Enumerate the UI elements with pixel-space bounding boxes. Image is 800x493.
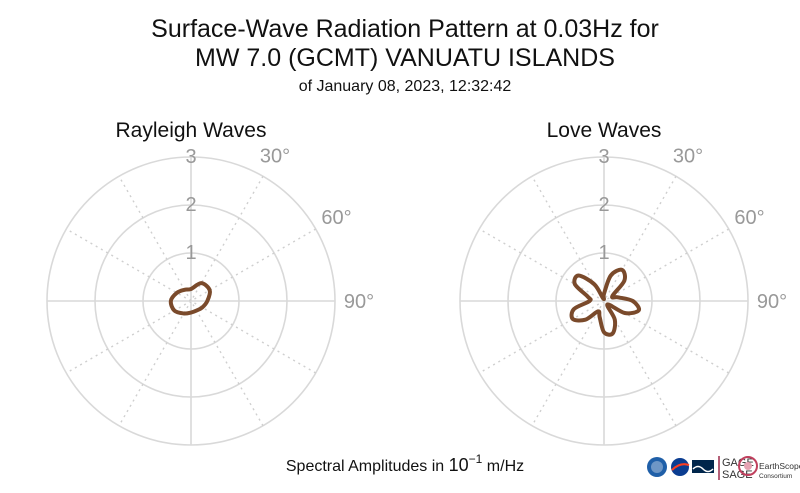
figure-title-line2: MW 7.0 (GCMT) VANUATU ISLANDS	[195, 44, 615, 72]
nasa-logo	[671, 458, 690, 476]
logo-strip: GAGE SAGE EarthScope Consortium	[647, 456, 800, 481]
radial-tick-label: 2	[185, 194, 196, 216]
units-exponent: −1	[469, 452, 483, 466]
radial-tick-label: 3	[185, 146, 196, 168]
nsf-logo	[647, 457, 667, 477]
radial-tick-label: 1	[185, 242, 196, 264]
radial-tick-label: 3	[598, 146, 609, 168]
radial-tick-label: 2	[598, 194, 609, 216]
radiation-pattern-line	[168, 281, 212, 316]
units-unit: m/Hz	[482, 458, 524, 475]
rayleigh-polar-plot: 1 2 3 30° 60° 90°	[46, 146, 374, 446]
figure-title-line1: Surface-Wave Radiation Pattern at 0.03Hz…	[151, 15, 659, 43]
units-prefix: Spectral Amplitudes in	[286, 458, 449, 475]
rayleigh-panel-title: Rayleigh Waves	[116, 119, 267, 142]
radiation-pattern-line	[569, 267, 642, 337]
units-base: 10	[449, 455, 469, 475]
amplitude-units-caption: Spectral Amplitudes in 10−1 m/Hz	[286, 452, 524, 475]
angle-tick-label: 60°	[734, 207, 764, 229]
polar-spoke-150	[118, 175, 264, 427]
earthscope-logo-icon	[738, 456, 758, 476]
earthscope-logo-text: EarthScope	[759, 461, 800, 471]
angle-tick-label: 90°	[344, 291, 374, 313]
earthscope-consortium-text: Consortium	[759, 473, 792, 480]
love-panel-title: Love Waves	[547, 119, 662, 142]
angle-tick-label: 90°	[757, 291, 787, 313]
angle-tick-label: 60°	[321, 207, 351, 229]
sage-logo-text: SAGE	[722, 469, 753, 481]
usgs-logo	[692, 460, 714, 473]
radial-tick-label: 1	[598, 242, 609, 264]
angle-tick-label: 30°	[260, 146, 290, 168]
angle-tick-label: 30°	[673, 146, 703, 168]
figure-subtitle: of January 08, 2023, 12:32:42	[299, 78, 512, 95]
love-polar-plot: 1 2 3 30° 60° 90°	[459, 146, 787, 446]
